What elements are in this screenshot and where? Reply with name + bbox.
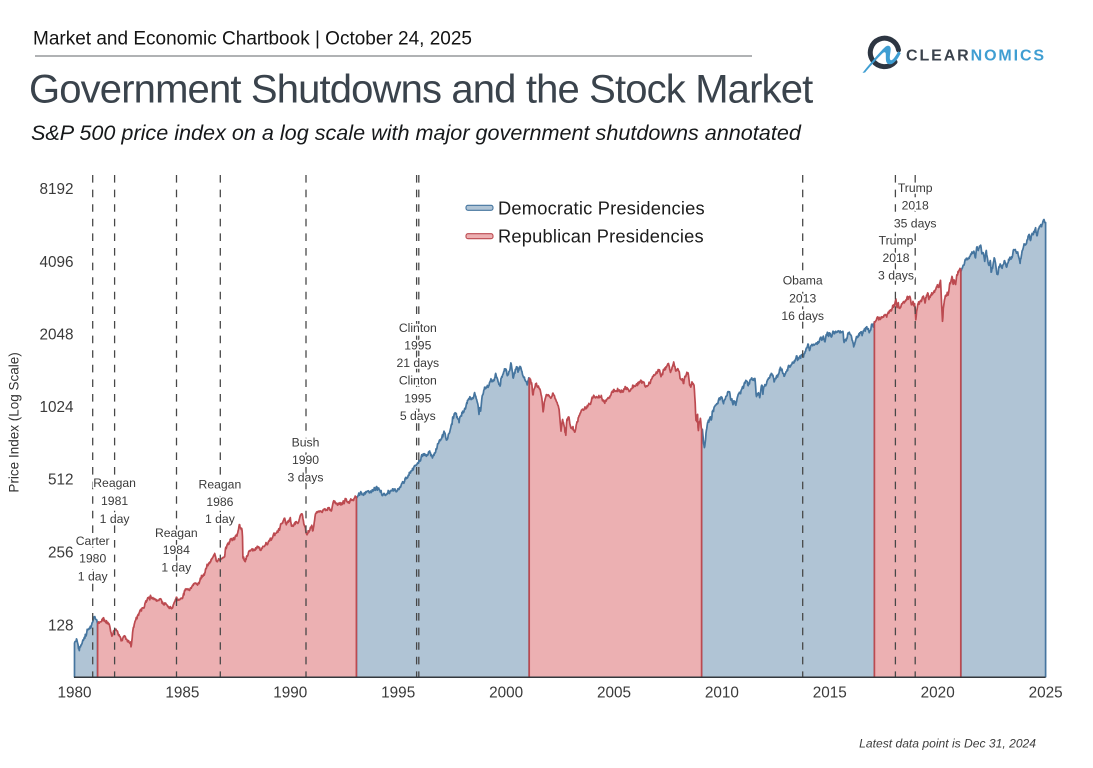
svg-text:Government Shutdowns and the S: Government Shutdowns and the Stock Marke… — [29, 68, 813, 112]
svg-text:Market and Economic Chartbook: Market and Economic Chartbook | October … — [33, 29, 472, 50]
svg-text:5 days: 5 days — [400, 409, 436, 423]
svg-text:3 days: 3 days — [288, 471, 324, 485]
svg-text:128: 128 — [48, 617, 74, 634]
svg-text:Democratic Presidencies: Democratic Presidencies — [498, 197, 705, 218]
svg-text:16 days: 16 days — [781, 309, 824, 323]
svg-text:Obama: Obama — [783, 274, 823, 288]
svg-text:Reagan: Reagan — [199, 478, 242, 492]
svg-text:1995: 1995 — [404, 391, 431, 405]
svg-text:4096: 4096 — [39, 254, 73, 271]
svg-text:2048: 2048 — [39, 326, 73, 343]
svg-text:1990: 1990 — [292, 453, 319, 467]
svg-text:1990: 1990 — [273, 685, 307, 702]
svg-text:2005: 2005 — [597, 685, 631, 702]
svg-text:Reagan: Reagan — [93, 476, 136, 490]
svg-text:2018: 2018 — [902, 199, 929, 213]
svg-text:1024: 1024 — [39, 399, 74, 416]
svg-text:Trump: Trump — [879, 234, 914, 248]
svg-text:1980: 1980 — [57, 685, 91, 702]
svg-text:S&P 500 price index on a log s: S&P 500 price index on a log scale with … — [31, 120, 802, 145]
svg-text:1 day: 1 day — [205, 512, 236, 526]
svg-text:1985: 1985 — [165, 685, 199, 702]
svg-text:Trump: Trump — [898, 181, 933, 195]
svg-text:512: 512 — [48, 472, 74, 489]
svg-text:2010: 2010 — [705, 685, 739, 702]
svg-text:1980: 1980 — [79, 552, 106, 566]
svg-text:Bush: Bush — [292, 435, 320, 449]
svg-text:Clinton: Clinton — [399, 321, 437, 335]
svg-text:Latest data point is Dec 31, 2: Latest data point is Dec 31, 2024 — [859, 737, 1036, 751]
svg-text:1981: 1981 — [101, 494, 128, 508]
svg-text:1986: 1986 — [206, 495, 233, 509]
svg-text:2000: 2000 — [489, 685, 523, 702]
svg-text:35 days: 35 days — [894, 216, 937, 230]
svg-text:1995: 1995 — [404, 339, 431, 353]
svg-text:1 day: 1 day — [100, 512, 131, 526]
svg-text:8192: 8192 — [39, 181, 73, 198]
svg-text:21 days: 21 days — [396, 356, 439, 370]
svg-text:1 day: 1 day — [161, 561, 192, 575]
svg-text:1995: 1995 — [381, 685, 415, 702]
svg-text:Price Index (Log Scale): Price Index (Log Scale) — [7, 352, 22, 492]
svg-text:1984: 1984 — [163, 543, 190, 557]
svg-text:Republican Presidencies: Republican Presidencies — [498, 226, 704, 247]
svg-text:2020: 2020 — [921, 685, 955, 702]
svg-text:Clinton: Clinton — [399, 374, 437, 388]
svg-text:256: 256 — [48, 544, 74, 561]
svg-text:Carter: Carter — [76, 534, 110, 548]
svg-text:2013: 2013 — [789, 291, 816, 305]
svg-text:Reagan: Reagan — [155, 526, 198, 540]
svg-text:CLEARNOMICS: CLEARNOMICS — [906, 47, 1046, 64]
svg-text:2015: 2015 — [813, 685, 847, 702]
svg-text:2025: 2025 — [1029, 685, 1063, 702]
svg-text:2018: 2018 — [882, 251, 909, 265]
svg-text:1 day: 1 day — [78, 569, 109, 583]
svg-text:3 days: 3 days — [878, 269, 914, 283]
